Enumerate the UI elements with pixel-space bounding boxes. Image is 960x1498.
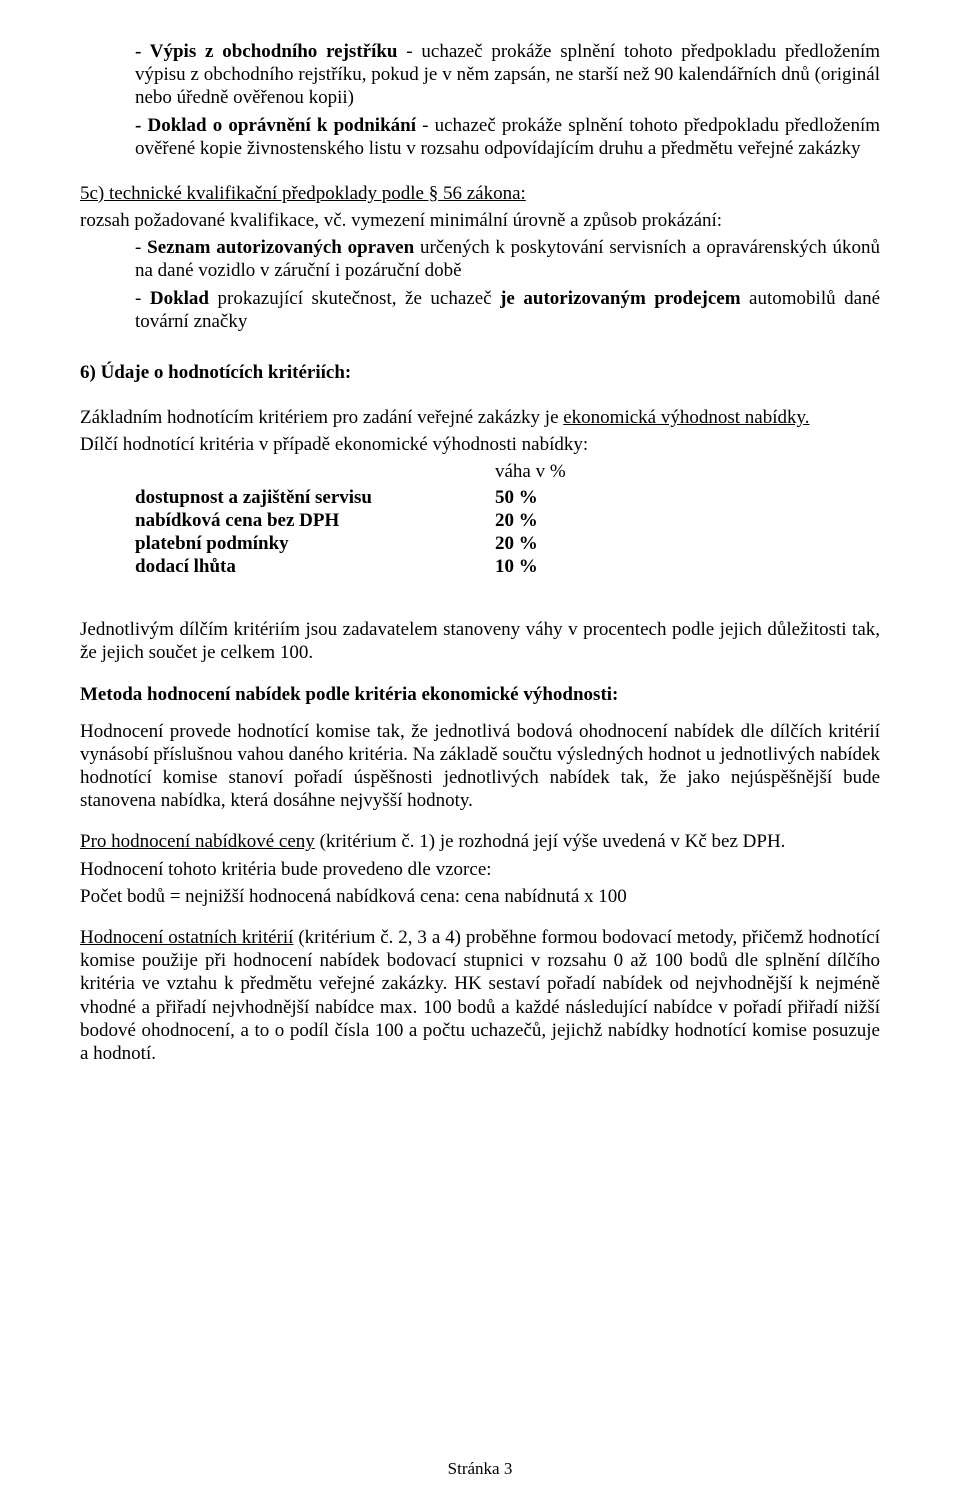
bullet-seznam-lead: Seznam autorizovaných opraven [147,237,414,258]
para-weights: Jednotlivým dílčím kritériím jsou zadava… [80,618,880,664]
price-eval-rest: (kritérium č. 1) je rozhodná její výše u… [315,831,786,852]
section-6-heading: 6) Údaje o hodnotících kritériích: [80,361,880,384]
price-eval-line2: Hodnocení tohoto kritéria bude provedeno… [80,858,880,881]
method-heading: Metoda hodnocení nabídek podle kritéria … [80,683,880,706]
section-6-intro: Základním hodnotícím kritériem pro zadán… [80,406,880,429]
item-vypis: - Výpis z obchodního rejstříku - uchazeč… [135,40,880,110]
criteria-row: nabídková cena bez DPH 20 % [135,509,880,532]
weight-header: váha v % [495,460,880,483]
intro-underline: ekonomická výhodnost nabídky. [563,407,809,428]
other-eval-head: Hodnocení ostatních kritérií [80,927,293,948]
criteria-label: dostupnost a zajištění servisu [135,486,495,509]
other-eval: Hodnocení ostatních kritérií (kritérium … [80,926,880,1065]
item-doklad-lead: - Doklad o oprávnění k podnikání [135,115,416,136]
criteria-row: dodací lhůta 10 % [135,555,880,578]
price-eval: Pro hodnocení nabídkové ceny (kritérium … [80,830,880,853]
section-5c-heading: 5c) technické kvalifikační předpoklady p… [80,182,880,205]
item-vypis-lead: - Výpis z obchodního rejstříku [135,41,398,62]
section-5c-bullets: - Seznam autorizovaných opraven určených… [135,236,880,333]
criteria-label: platební podmínky [135,532,495,555]
page-footer: Stránka 3 [0,1459,960,1480]
section-6-intro2: Dílčí hodnotící kritéria v případě ekono… [80,433,880,456]
criteria-value: 20 % [495,509,538,532]
price-eval-formula: Počet bodů = nejnižší hodnocená nabídkov… [80,885,880,908]
section-5c: 5c) technické kvalifikační předpoklady p… [80,182,880,333]
criteria-row: platební podmínky 20 % [135,532,880,555]
criteria-value: 50 % [495,486,538,509]
item-doklad: - Doklad o oprávnění k podnikání - uchaz… [135,114,880,160]
criteria-table: dostupnost a zajištění servisu 50 % nabí… [135,486,880,579]
bullet-doklad-mid: prokazující skutečnost, že uchazeč [209,288,500,309]
method-para: Hodnocení provede hodnotící komise tak, … [80,720,880,813]
criteria-value: 20 % [495,532,538,555]
criteria-label: nabídková cena bez DPH [135,509,495,532]
bullet-doklad: - Doklad prokazující skutečnost, že ucha… [135,287,880,333]
section-5b-list: - Výpis z obchodního rejstříku - uchazeč… [135,40,880,160]
intro-text: Základním hodnotícím kritériem pro zadán… [80,407,563,428]
price-eval-head: Pro hodnocení nabídkové ceny [80,831,315,852]
criteria-label: dodací lhůta [135,555,495,578]
bullet-seznam: - Seznam autorizovaných opraven určených… [135,236,880,282]
criteria-value: 10 % [495,555,538,578]
bullet-doklad-lead2: je autorizovaným prodejcem [500,288,740,309]
criteria-row: dostupnost a zajištění servisu 50 % [135,486,880,509]
bullet-dash: - [135,288,150,309]
page: - Výpis z obchodního rejstříku - uchazeč… [0,0,960,1498]
bullet-doklad-lead1: Doklad [150,288,209,309]
section-5c-line2: rozsah požadované kvalifikace, vč. vymez… [80,209,880,232]
bullet-dash: - [135,237,147,258]
